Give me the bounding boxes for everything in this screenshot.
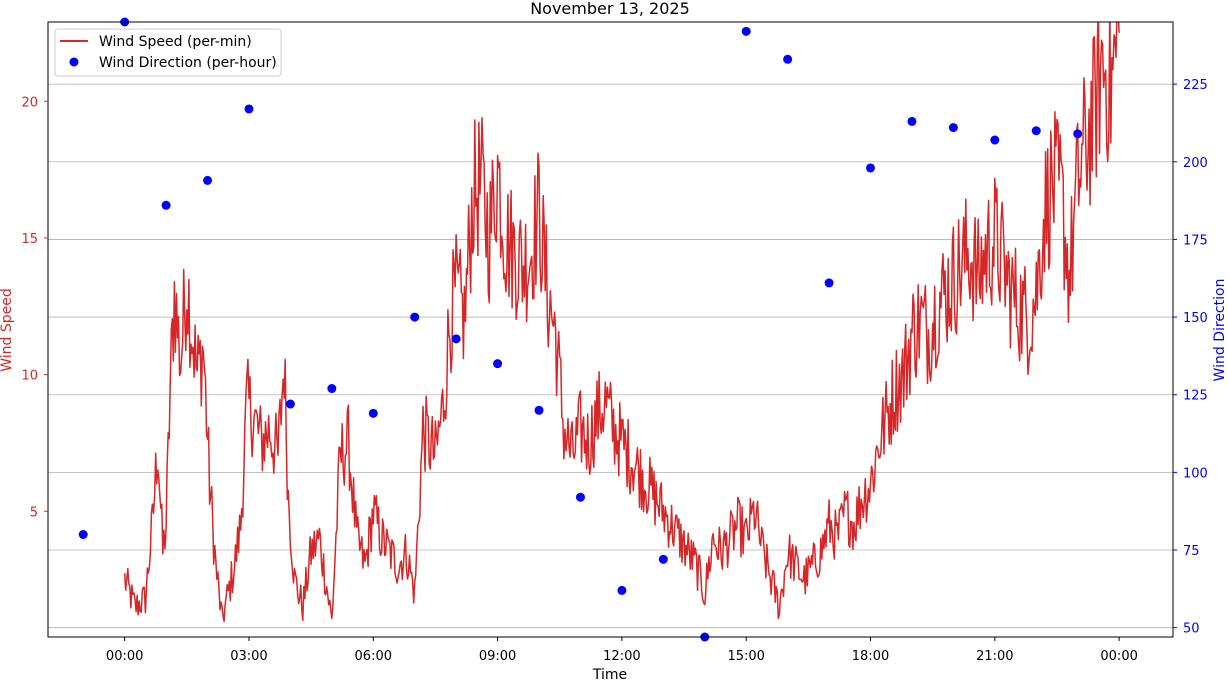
- wind-direction-point: [78, 530, 88, 539]
- x-tick-label: 12:00: [603, 649, 640, 664]
- left-y-axis-label: Wind Speed: [0, 288, 15, 372]
- wind-direction-point: [907, 116, 917, 126]
- left-y-tick-label: 10: [21, 369, 38, 384]
- x-axis: 00:00 03:00 06:00 09:00 12:00 15:00 18:00 21:00…: [106, 637, 1138, 664]
- right-y-tick-label: 100: [1183, 466, 1208, 481]
- wind-direction-point: [866, 163, 876, 173]
- legend-swatch-wind-direction: [69, 57, 79, 67]
- wind-direction-point: [1073, 129, 1083, 139]
- wind-direction-point: [161, 200, 171, 210]
- wind-direction-point: [741, 26, 751, 36]
- wind-direction-point: [327, 384, 337, 394]
- legend-label-wind-speed: Wind Speed (per-min): [99, 34, 252, 50]
- wind-direction-point: [534, 405, 544, 415]
- wind-direction-point: [783, 54, 793, 64]
- x-tick-label: 21:00: [976, 649, 1013, 664]
- wind-direction-point: [368, 408, 378, 418]
- right-y-tick-label: 150: [1183, 311, 1208, 326]
- wind-direction-point: [1031, 126, 1041, 136]
- x-tick-label: 06:00: [355, 649, 392, 664]
- gridlines: [48, 83, 1173, 629]
- wind-direction-point: [410, 312, 420, 322]
- wind-direction-point: [244, 104, 254, 114]
- x-tick-label: 15:00: [727, 649, 764, 664]
- wind-direction-point: [203, 175, 213, 185]
- legend-box: [54, 28, 282, 77]
- wind-direction-point: [824, 278, 834, 288]
- left-y-tick-label: 15: [21, 232, 38, 247]
- wind-direction-point: [451, 334, 461, 344]
- x-tick-label: 09:00: [479, 649, 516, 664]
- x-tick-label: 00:00: [1100, 649, 1137, 664]
- wind-speed-line: [123, 22, 1120, 623]
- left-y-tick-label: 20: [21, 95, 38, 110]
- left-y-axis: 5 10 15 20: [21, 95, 48, 520]
- x-tick-label: 00:00: [106, 649, 143, 664]
- right-y-tick-label: 200: [1183, 156, 1208, 171]
- plot-frame: [47, 21, 1174, 638]
- wind-direction-point: [948, 123, 958, 133]
- right-y-axis-label: Wind Direction: [1212, 279, 1228, 382]
- legend: Wind Speed (per-min) Wind Direction (per…: [54, 28, 282, 77]
- right-y-tick-label: 50: [1183, 622, 1200, 637]
- right-y-tick-label: 225: [1183, 78, 1208, 93]
- right-y-tick-label: 175: [1183, 233, 1208, 248]
- wind-direction-point: [575, 492, 585, 502]
- x-tick-label: 18:00: [852, 649, 889, 664]
- chart-title: November 13, 2025: [530, 0, 690, 18]
- wind-direction-point: [658, 554, 668, 564]
- right-y-tick-label: 125: [1183, 389, 1208, 404]
- wind-direction-point: [617, 585, 627, 595]
- right-y-axis: 50 75 100 125 150 175 200 225: [1173, 78, 1208, 637]
- x-axis-label: Time: [592, 667, 627, 682]
- wind-direction-point: [990, 135, 1000, 145]
- plot-series: [78, 17, 1120, 642]
- wind-direction-point: [493, 359, 503, 369]
- wind-direction-point: [285, 399, 295, 409]
- legend-label-wind-direction: Wind Direction (per-hour): [99, 55, 277, 71]
- right-y-tick-label: 75: [1183, 544, 1200, 559]
- left-y-tick-label: 5: [30, 505, 38, 520]
- x-tick-label: 03:00: [230, 649, 267, 664]
